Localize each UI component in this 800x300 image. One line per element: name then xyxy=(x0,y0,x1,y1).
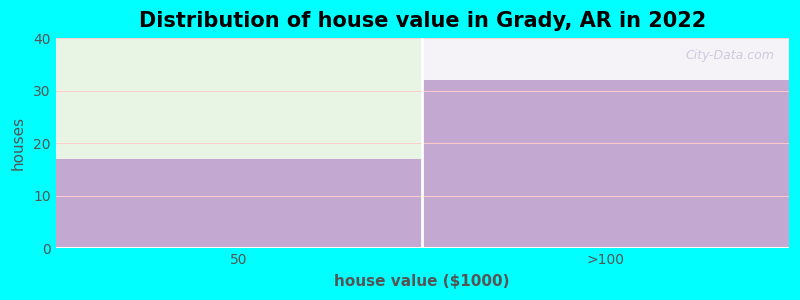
Title: Distribution of house value in Grady, AR in 2022: Distribution of house value in Grady, AR… xyxy=(138,11,706,31)
Bar xyxy=(55,159,422,248)
Y-axis label: houses: houses xyxy=(11,116,26,170)
Bar xyxy=(55,38,422,159)
Bar xyxy=(422,80,789,248)
X-axis label: house value ($1000): house value ($1000) xyxy=(334,274,510,289)
Text: City-Data.com: City-Data.com xyxy=(686,49,774,62)
Bar xyxy=(422,38,789,80)
